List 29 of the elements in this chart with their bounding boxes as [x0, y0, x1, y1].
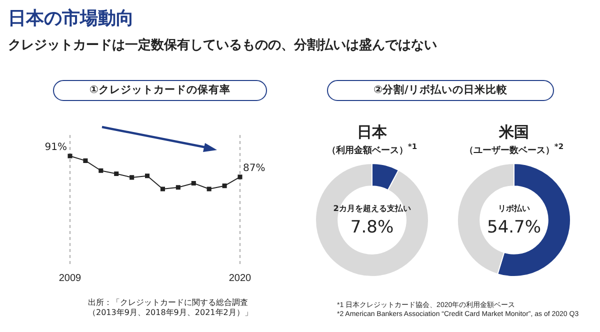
- x-tick-label: 2009: [58, 272, 82, 284]
- text: 出所：「クレジットカードに関する総合調査（2013年9月、2018年9月、2021年2月）」: [88, 298, 254, 318]
- slice-label: 2カ月を超える支払い: [333, 204, 411, 214]
- data-label: 54.7%: [486, 217, 542, 238]
- point: [206, 186, 212, 192]
- point: [83, 158, 88, 163]
- chart-title: ①クレジットカードの保有率: [53, 80, 267, 101]
- data-label: 87%: [243, 162, 266, 174]
- point: [191, 180, 196, 186]
- point: [114, 172, 119, 176]
- point: [145, 174, 150, 178]
- point: [130, 175, 134, 180]
- data-label: 91%: [44, 142, 67, 153]
- chart-subtitle: （ユーザー数ベース）$^{*2}$: [463, 142, 565, 157]
- data-label: 7.8%: [350, 217, 394, 238]
- point: [176, 185, 180, 190]
- chart-title: 米国: [498, 123, 530, 142]
- point: [160, 186, 165, 192]
- text: ②分割/リボ払いの日米比較: [327, 80, 554, 101]
- point: [68, 154, 72, 158]
- point: [222, 184, 227, 188]
- chart-title: 日本: [356, 123, 388, 142]
- slice-label: リボ払い: [498, 204, 530, 214]
- text: クレジットカードは一定数保有しているものの、分割払いは盛んではない: [8, 36, 437, 54]
- text: 日本の市場動向: [8, 7, 134, 30]
- x-tick-label: 2020: [228, 272, 252, 284]
- point: [238, 174, 242, 180]
- point: [98, 168, 104, 173]
- chart-subtitle: （利用金額ベース）$^{*1}$: [326, 142, 418, 157]
